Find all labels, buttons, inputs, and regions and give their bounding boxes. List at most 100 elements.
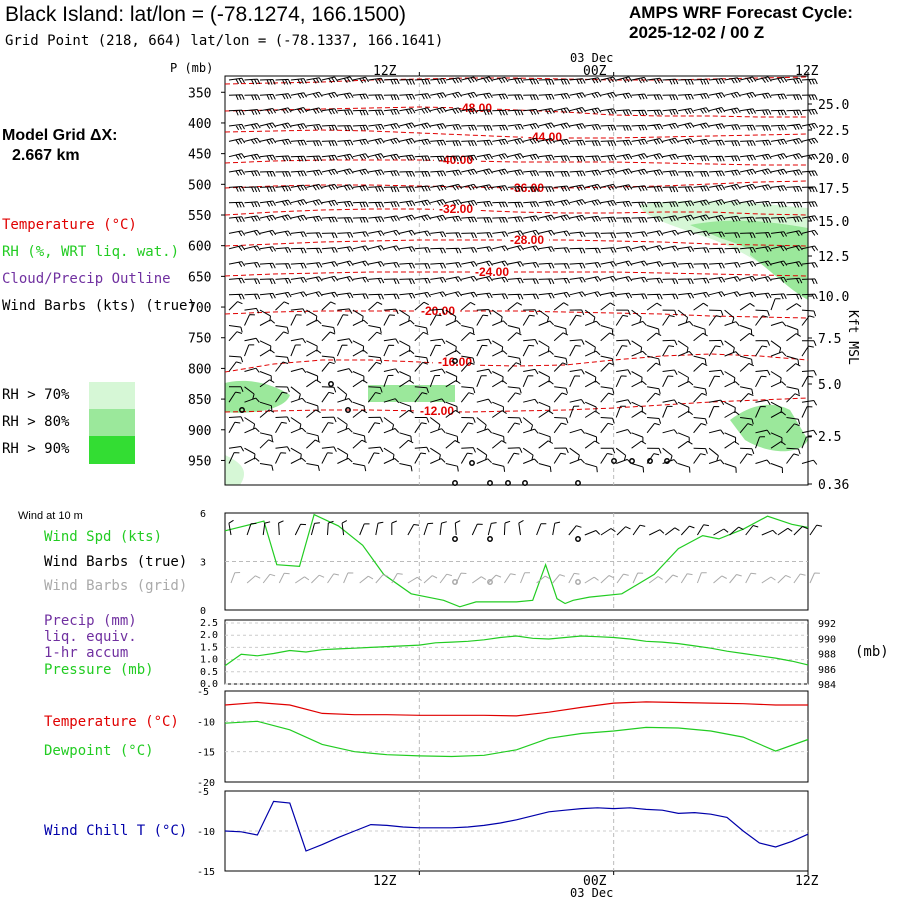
sfc-barb-grid-9 <box>375 574 389 584</box>
wind-barb-780-18 <box>507 355 522 364</box>
wind-barb-805-11 <box>399 371 411 382</box>
wind-barb-880-23 <box>584 410 600 418</box>
wind-barb-755-5 <box>306 340 318 352</box>
wind-barb-780-2 <box>259 349 275 357</box>
wind-barb-830-13 <box>429 375 441 387</box>
wind-barb-530-37 <box>801 201 818 208</box>
wind-barb-355-0 <box>228 94 245 101</box>
sfc-barb-grid-35 <box>793 573 806 584</box>
wind-barb-555-12 <box>414 214 432 222</box>
sfc-barb-grid-34 <box>777 574 791 584</box>
wind-barb-705-3 <box>275 301 290 311</box>
wind-barb-755-35 <box>770 340 782 354</box>
wind-barb-880-11 <box>399 409 414 418</box>
wind-barb-455-20 <box>538 154 555 161</box>
wind-barb-480-33 <box>739 168 757 176</box>
wind-barb-405-5 <box>306 124 323 131</box>
wind-barb-380-27 <box>647 109 663 116</box>
wind-barb-405-1 <box>244 123 261 130</box>
wind-barb-855-3 <box>275 391 288 403</box>
wind-barb-505-16 <box>476 184 493 191</box>
wind-barb-555-4 <box>290 214 308 222</box>
wind-barb-605-36 <box>786 245 803 251</box>
wind-barb-855-1 <box>244 397 260 403</box>
sfc-barb-true-13 <box>439 521 447 536</box>
wind-barb-330-10 <box>383 78 400 85</box>
wind-barb-530-16 <box>476 200 493 208</box>
temperature-panel-frame <box>224 690 809 783</box>
wind-barb-780-4 <box>290 344 301 357</box>
pressure-tick-988: 988 <box>818 650 836 661</box>
wind-barb-755-22 <box>569 339 585 345</box>
wind-barb-780-25 <box>615 345 628 357</box>
wind-barb-555-23 <box>585 215 602 222</box>
wind-barb-705-26 <box>631 309 642 323</box>
sfc-barb-true-28 <box>680 525 695 536</box>
wind-barb-380-5 <box>306 107 323 114</box>
wind-barb-405-3 <box>275 122 292 130</box>
wind-barb-730-31 <box>708 315 722 326</box>
wind-barb-430-35 <box>770 138 788 146</box>
precip-tick-0.5: 0.5 <box>200 667 218 678</box>
wind-barb-330-26 <box>631 76 648 84</box>
wind-barb-880-15 <box>461 417 476 423</box>
wind-barb-605-9 <box>368 245 385 251</box>
wind-barb-805-21 <box>553 362 568 372</box>
wind-barb-405-10 <box>383 123 401 130</box>
calm-marker-true-2 <box>575 536 581 542</box>
wind-barb-480-10 <box>383 170 400 177</box>
wind-barb-505-31 <box>709 184 726 191</box>
wind-barb-780-35 <box>770 351 787 357</box>
wind-barb-780-7 <box>336 344 348 357</box>
wind-barb-505-17 <box>492 185 509 192</box>
wind-barb-530-10 <box>383 201 400 208</box>
wind-barb-455-35 <box>770 153 788 160</box>
wind-barb-955-5 <box>306 463 320 472</box>
wind-barb-330-9 <box>368 77 385 84</box>
wind-barb-630-4 <box>290 262 307 269</box>
wind-barb-555-27 <box>647 216 664 223</box>
wind-barb-830-25 <box>615 375 627 388</box>
dewpoint-line <box>224 720 809 758</box>
wind-barb-680-18 <box>507 293 524 300</box>
wind-barb-480-35 <box>770 168 788 176</box>
wind-barb-330-11 <box>399 79 415 85</box>
wind-barb-905-8 <box>352 432 366 442</box>
wind-barb-630-28 <box>662 262 679 268</box>
temperature-tick--20: -20 <box>197 778 215 789</box>
wind-barb-830-35 <box>770 381 787 388</box>
wind-barb-880-17 <box>492 410 507 418</box>
wind-barb-405-6 <box>321 124 338 131</box>
rh80-label: RH > 80% <box>2 414 70 430</box>
wind-barb-480-2 <box>259 171 276 177</box>
wind-barb-330-1 <box>244 78 261 85</box>
sfc-barb-grid-12 <box>423 575 438 584</box>
wind-barb-380-3 <box>275 107 292 114</box>
rh-patch-6 <box>225 455 245 485</box>
wind-barb-480-37 <box>801 170 818 177</box>
wind-speed-tick-3: 3 <box>200 558 206 569</box>
wind-barb-555-36 <box>786 216 803 223</box>
wind-barb-480-34 <box>755 168 772 175</box>
wind-barb-480-26 <box>631 168 648 176</box>
date-label-top: 03 Dec <box>570 51 614 65</box>
wind-barb-830-30 <box>693 386 707 395</box>
wind-barb-505-22 <box>569 184 586 191</box>
wind-barb-905-15 <box>460 422 474 434</box>
wind-barb-905-1 <box>244 427 260 434</box>
wind-barb-830-37 <box>801 375 814 388</box>
wind-barb-805-12 <box>414 361 428 372</box>
wind-barb-480-9 <box>368 169 385 176</box>
wind-barb-330-0 <box>228 77 245 84</box>
wind-barb-555-7 <box>337 217 354 223</box>
wind-barb-405-32 <box>724 124 741 131</box>
wind-barb-655-28 <box>662 278 679 285</box>
pressure-tick-984: 984 <box>818 680 836 691</box>
wind-barb-330-30 <box>693 78 710 85</box>
wind-barb-955-8 <box>352 463 367 472</box>
wind-barb-855-11 <box>399 401 412 412</box>
wind-barb-355-8 <box>352 93 369 100</box>
wind-barb-380-2 <box>259 108 277 115</box>
wind-barb-755-14 <box>445 340 457 353</box>
wind-barb-755-6 <box>321 331 336 342</box>
